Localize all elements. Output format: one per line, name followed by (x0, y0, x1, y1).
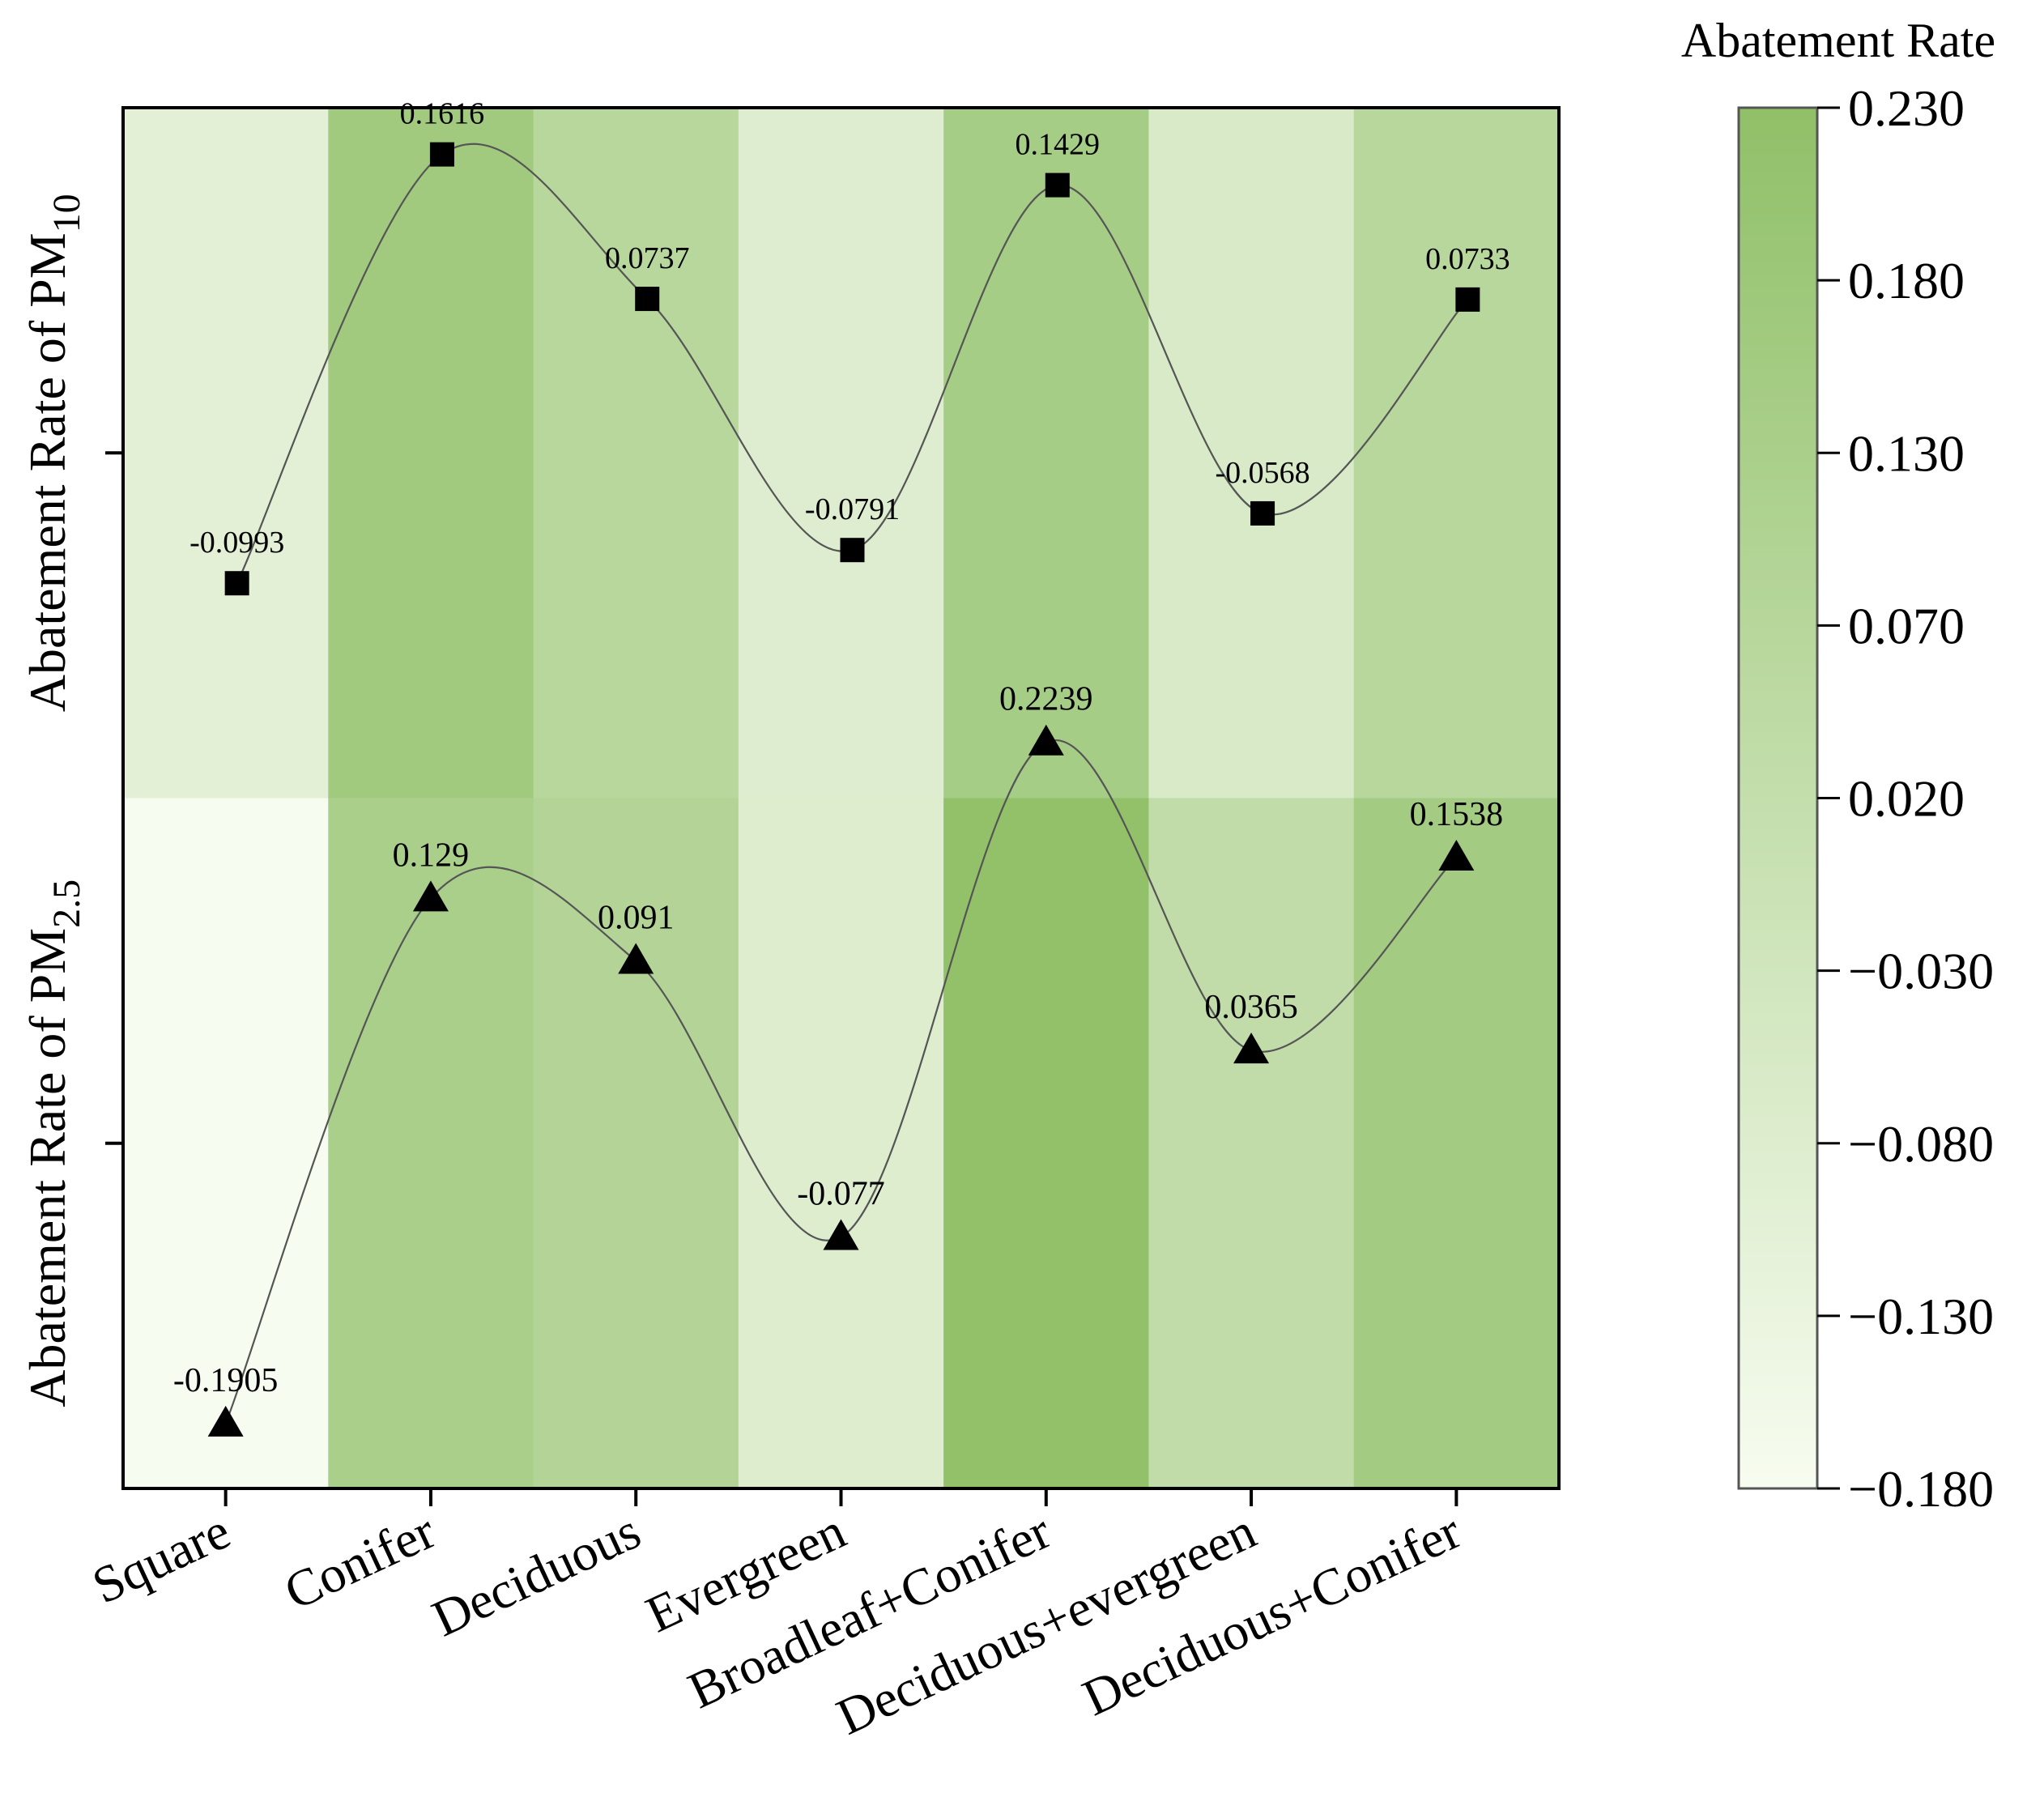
data-label: 0.1429 (1016, 128, 1101, 162)
colorbar-tick-label: −0.180 (1848, 1460, 1994, 1518)
colorbar-tick-label: 0.180 (1848, 252, 1965, 309)
heatmap-cell (328, 798, 534, 1489)
triangle-marker (618, 943, 654, 974)
data-label: 0.2239 (999, 681, 1093, 718)
square-marker (635, 287, 660, 312)
data-label: 0.1538 (1410, 796, 1504, 833)
data-markers (207, 142, 1480, 1437)
heatmap-cell (943, 798, 1150, 1489)
heatmap-cell (943, 108, 1150, 799)
y-axis-label: Abatement Rate of PM10 (19, 194, 88, 712)
data-label: -0.0568 (1215, 456, 1309, 490)
data-label: 0.0733 (1425, 242, 1510, 276)
heatmap-cells (123, 108, 1560, 1489)
colorbar-title: Abatement Rate (1681, 14, 1995, 67)
heatmap-cell (738, 798, 944, 1489)
colorbar-tick-label: 0.230 (1848, 79, 1965, 137)
triangle-marker (412, 880, 449, 912)
colorbar-tick-label: −0.030 (1848, 943, 1994, 1000)
data-label: 0.091 (598, 899, 675, 936)
square-marker (1045, 172, 1070, 198)
triangle-marker (823, 1219, 859, 1250)
colorbar-tick-label: 0.130 (1848, 424, 1965, 482)
triangle-marker (1233, 1033, 1270, 1064)
data-label: -0.1905 (173, 1362, 279, 1399)
x-tick-label: Deciduous (424, 1501, 649, 1647)
y-axis-label-sub: 10 (45, 194, 88, 232)
heatmap-cell (123, 108, 329, 799)
data-label: -0.0791 (805, 492, 900, 526)
heatmap-cell (1148, 108, 1355, 799)
x-tick-label: Conifer (276, 1501, 444, 1620)
colorbar-tick-label: 0.020 (1848, 770, 1965, 828)
y-axis-label: Abatement Rate of PM2.5 (19, 879, 88, 1407)
data-label: 0.1616 (400, 97, 485, 131)
colorbar-ticks: 0.230 0.180 0.130 0.070 0.020 −0.030 −0.080 −0.… (1817, 79, 1994, 1518)
square-marker (429, 142, 454, 167)
heatmap-cell (1353, 798, 1560, 1489)
colorbar-gradient (1737, 106, 1819, 1490)
colorbar: Abatement Rate 0.230 0.180 0.130 0.070 0.020… (1681, 14, 1995, 1518)
y-axis-label-main: Abatement Rate of PM (19, 928, 76, 1407)
square-marker (1455, 287, 1480, 312)
heatmap-cell (123, 798, 329, 1489)
colorbar-tick-label: −0.080 (1848, 1115, 1994, 1173)
y-axis-label-main: Abatement Rate of PM (19, 232, 76, 712)
data-label: -0.077 (797, 1175, 885, 1212)
colorbar-tick-label: −0.130 (1848, 1288, 1994, 1345)
triangle-marker (207, 1405, 244, 1437)
data-label: 0.0737 (605, 241, 690, 275)
heatmap-cell (533, 108, 739, 799)
data-label: -0.0993 (189, 526, 284, 560)
data-label: 0.129 (393, 837, 470, 874)
square-marker (840, 538, 865, 563)
square-marker (224, 571, 249, 596)
triangle-marker (1028, 724, 1064, 756)
heatmap-cell (533, 798, 739, 1489)
square-marker (1250, 500, 1275, 526)
data-labels: -0.0993 0.1616 0.0737 -0.0791 0.1429 -0.0568 0… (173, 97, 1510, 1399)
heatmap-cell (1353, 108, 1560, 799)
heatmap-cell (1148, 798, 1355, 1489)
x-tick-label: Square (83, 1501, 238, 1614)
heatmap-cell (328, 108, 534, 799)
y-axis-label-sub: 2.5 (45, 879, 88, 928)
triangle-marker (1438, 839, 1475, 871)
colorbar-tick-label: 0.070 (1848, 597, 1965, 654)
heatmap-cell (738, 108, 944, 799)
data-label: 0.0365 (1204, 989, 1298, 1026)
